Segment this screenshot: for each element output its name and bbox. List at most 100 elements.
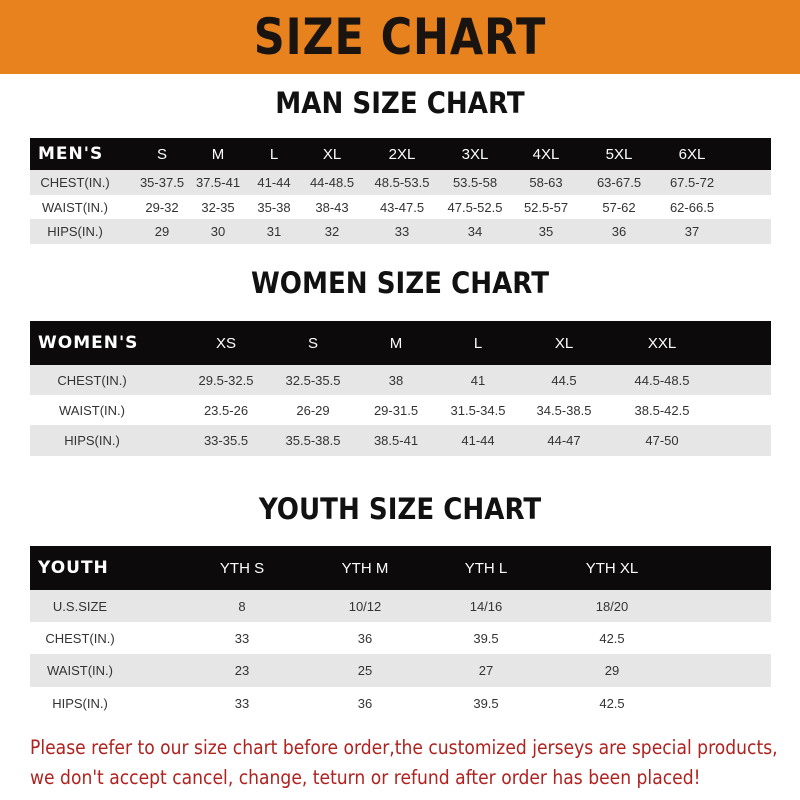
table-header-row: MEN'S S M L XL 2XL 3XL 4XL 5XL 6XL — [30, 138, 771, 170]
table-cell: 36 — [357, 695, 373, 711]
table-cell: XS — [215, 334, 237, 352]
table-cell: 2XL — [388, 145, 416, 163]
table-cell: 35.5-38.5 — [285, 433, 341, 448]
table-cell: 57-62 — [602, 199, 636, 215]
table-cell: 29-31.5 — [373, 402, 419, 418]
table-cell: 30 — [210, 224, 226, 239]
table-cell: 36 — [357, 630, 373, 646]
table-row: U.S.SIZE 8 10/12 14/16 18/20 — [30, 590, 771, 622]
table-cell: 33 — [234, 695, 250, 711]
table-cell: 8 — [238, 598, 246, 614]
table-cell: 34.5-38.5 — [536, 402, 592, 418]
table-cell: 35 — [538, 224, 554, 239]
table-cell: 41 — [470, 372, 486, 388]
table-cell: YTH L — [464, 559, 508, 577]
table-cell: L — [473, 334, 483, 352]
table-cell: 42.5 — [599, 630, 625, 646]
table-cell: 44-47 — [547, 433, 581, 448]
table-cell: 44.5-48.5 — [634, 372, 690, 388]
table-cell: 62-66.5 — [669, 199, 715, 215]
table-cell: S — [156, 145, 168, 163]
row-label: WAIST(IN.) — [59, 402, 125, 418]
table-cell: 31.5-34.5 — [450, 402, 506, 418]
table-cell: 35-37.5 — [139, 175, 185, 190]
table-cell: 25 — [357, 663, 373, 678]
table-cell: 23 — [234, 663, 250, 678]
table-cell: 48.5-53.5 — [374, 175, 430, 190]
table-cell: 35-38 — [257, 199, 291, 215]
table-cell: YTH M — [341, 559, 389, 577]
table-row: WAISТ(IN.) 29-32 32-35 35-38 38-43 43-47.5 47.… — [30, 195, 771, 219]
table-cell: 33-35.5 — [203, 433, 249, 448]
men-chart-title: MAN SIZE CHART — [275, 86, 525, 120]
women-size-table: WOMEN'S XS S M L XL XXL CHEST(IN.) 29.5-32.5 32.5… — [30, 321, 771, 456]
table-cell: 34 — [467, 224, 483, 239]
table-cell: 38 — [388, 372, 404, 388]
table-cell: 41-44 — [257, 175, 291, 190]
row-label: WAISТ(IN.) — [42, 199, 108, 215]
row-label: CHEST(IN.) — [40, 175, 110, 190]
table-cell: 67.5-72 — [669, 175, 715, 190]
table-row: CHEST(IN.) 35-37.5 37.5-41 41-44 44-48.5 48.5… — [30, 170, 771, 195]
women-chart-title: WOMEN SIZE CHART — [251, 266, 549, 300]
table-header-row: WOMEN'S XS S M L XL XXL — [30, 321, 771, 365]
table-cell: 26-29 — [296, 402, 330, 418]
table-header-row: YOUTH YTH S YTH M YTH L YTH XL — [30, 546, 771, 590]
table-cell: S — [307, 334, 319, 352]
table-cell: 38-43 — [315, 199, 349, 215]
youth-chart-title: YOUTH SIZE CHART — [258, 492, 542, 526]
table-cell: M — [211, 145, 225, 163]
table-cell: 10/12 — [348, 598, 382, 614]
table-cell: 29 — [604, 663, 620, 678]
row-label: WAIST(IN.) — [47, 663, 113, 678]
table-row: HIPS(IN.) 33 36 39.5 42.5 — [30, 687, 771, 719]
table-cell: 27 — [478, 663, 494, 678]
row-label: CHEST(IN.) — [57, 372, 127, 388]
table-cell: 18/20 — [595, 598, 629, 614]
table-cell: 44.5 — [551, 372, 577, 388]
table-cell: 52.5-57 — [523, 199, 569, 215]
table-cell: 29-32 — [145, 199, 179, 215]
table-cell: 14/16 — [469, 598, 503, 614]
row-label: HIPS(IN.) — [64, 433, 120, 448]
table-cell: 32 — [324, 224, 340, 239]
notice-line-1: Please refer to our size chart before or… — [30, 736, 778, 759]
table-cell: 31 — [266, 224, 282, 239]
table-cell: 36 — [611, 224, 627, 239]
table-cell: M — [389, 334, 403, 352]
table-row: WAIST(IN.) 23.5-26 26-29 29-31.5 31.5-34.5 34… — [30, 395, 771, 425]
table-cell: YTH S — [219, 559, 265, 577]
table-cell: 33 — [394, 224, 410, 239]
table-cell: 43-47.5 — [379, 199, 425, 215]
table-cell: 32.5-35.5 — [285, 372, 341, 388]
table-cell: 44-48.5 — [309, 175, 355, 190]
row-label: U.S.SIZE — [52, 598, 108, 614]
table-cell: 63-67.5 — [596, 175, 642, 190]
table-cell: YTH XL — [585, 559, 639, 577]
table-cell: 5XL — [605, 145, 633, 163]
table-cell: 32-35 — [201, 199, 235, 215]
table-cell: 38.5-42.5 — [634, 402, 690, 418]
table-row: HIPS(IN.) 29 30 31 32 33 34 35 36 37 — [30, 219, 771, 244]
table-cell: 3XL — [461, 145, 489, 163]
row-label: WOMEN'S — [38, 333, 139, 353]
table-cell: 41-44 — [461, 433, 495, 448]
table-cell: XL — [554, 334, 574, 352]
table-cell: 37.5-41 — [195, 175, 241, 190]
row-label: HIPS(IN.) — [47, 224, 103, 239]
table-cell: L — [269, 145, 279, 163]
table-cell: 39.5 — [473, 695, 499, 711]
table-row: WAIST(IN.) 23 25 27 29 — [30, 654, 771, 687]
banner-title: SIZE CHART — [253, 8, 547, 66]
table-cell: 33 — [234, 630, 250, 646]
men-size-table: MEN'S S M L XL 2XL 3XL 4XL 5XL 6XL CHEST(IN.) 35-37… — [30, 138, 771, 244]
table-cell: 37 — [684, 224, 700, 239]
table-cell: 6XL — [678, 145, 706, 163]
row-label: YOUTH — [38, 558, 109, 578]
table-cell: 58-63 — [529, 175, 563, 190]
size-chart-banner: SIZE CHART — [0, 0, 800, 74]
table-row: CHEST(IN.) 33 36 39.5 42.5 — [30, 622, 771, 654]
table-row: HIPS(IN.) 33-35.5 35.5-38.5 38.5-41 41-44 44-… — [30, 425, 771, 456]
table-cell: 29 — [154, 224, 170, 239]
row-label: HIPS(IN.) — [52, 695, 108, 711]
